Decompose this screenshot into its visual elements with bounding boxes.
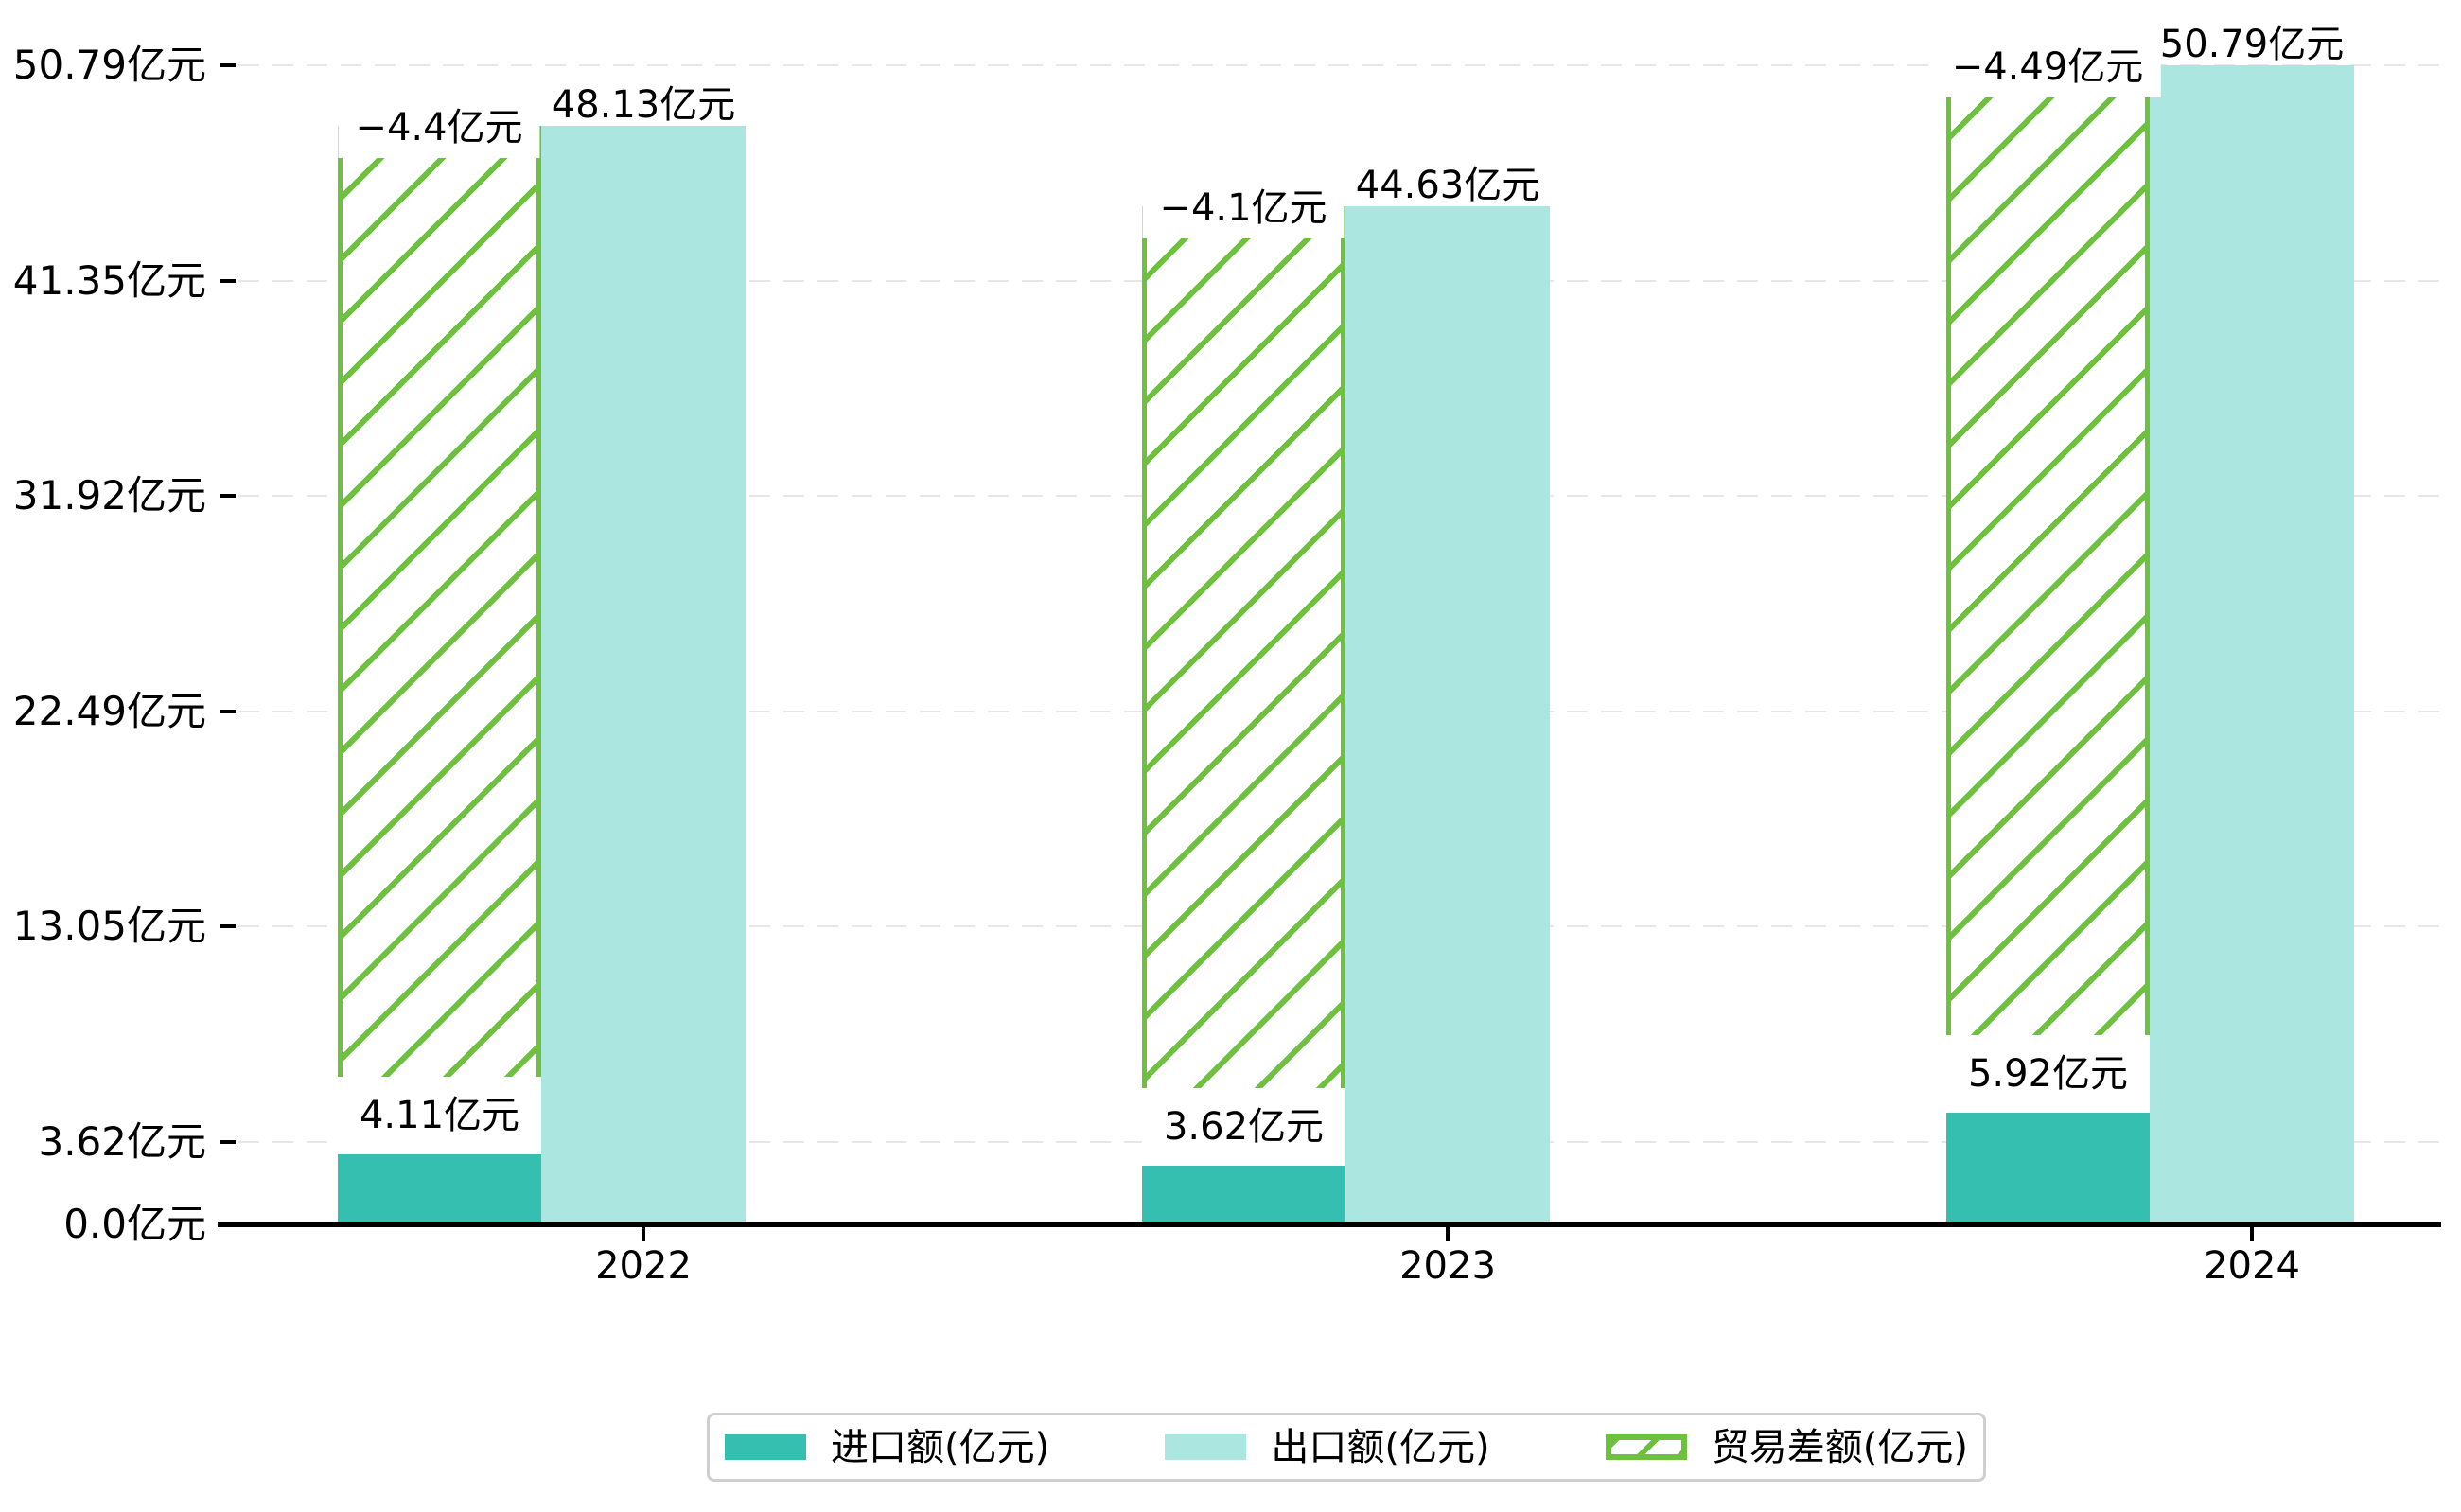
legend-label-trade-balance: 贸易差额(亿元) [1711, 1425, 1968, 1469]
y-axis-tick-label: 22.49亿元 [12, 687, 206, 734]
y-axis-tick-label: 31.92亿元 [12, 472, 206, 519]
x-axis-tick [2250, 1227, 2254, 1241]
x-axis-tick [642, 1227, 645, 1241]
x-axis-category-label: 2024 [2204, 1244, 2300, 1288]
x-axis-line [218, 1222, 2441, 1227]
export-swatch-icon [1165, 1434, 1247, 1460]
legend-label-export: 出口额(亿元) [1271, 1425, 1490, 1469]
legend-label-import: 进口额(亿元) [831, 1425, 1050, 1469]
export-value-label: 44.63亿元 [1355, 163, 1540, 207]
y-axis-tick-label: 41.35亿元 [12, 256, 206, 304]
export-value-label: 50.79亿元 [2159, 22, 2345, 66]
y-axis-tick [220, 62, 236, 67]
trade-balance-bar [1142, 205, 1345, 1142]
import-value-label: 5.92亿元 [1946, 1035, 2150, 1114]
trade-balance-value-label: −4.4亿元 [338, 97, 540, 159]
import-value-label: 3.62亿元 [1142, 1087, 1345, 1166]
y-axis-tick-label: 50.79亿元 [12, 41, 206, 88]
trade-balance-bar [338, 126, 541, 1131]
import-swatch-icon [725, 1434, 806, 1460]
y-axis-tick [220, 924, 236, 929]
y-axis-tick-label: 13.05亿元 [12, 903, 206, 950]
trade-balance-hatch-swatch-icon [1605, 1434, 1687, 1460]
y-axis-tick-label: 0.0亿元 [63, 1201, 206, 1247]
legend-item-import: 进口额(亿元) [725, 1427, 1049, 1468]
x-axis-category-label: 2023 [1399, 1244, 1496, 1288]
y-axis-tick [220, 709, 236, 713]
export-bar [1345, 205, 1550, 1224]
x-axis-category-label: 2022 [595, 1244, 692, 1288]
gridline [238, 63, 2439, 66]
y-axis-tick [220, 278, 236, 283]
legend-item-trade-balance: 贸易差额(亿元) [1605, 1425, 1968, 1469]
legend-item-export: 出口额(亿元) [1165, 1425, 1490, 1469]
legend: 进口额(亿元) 出口额(亿元) 贸易差额(亿元) [707, 1413, 1986, 1482]
trade-balance-value-label: −4.1亿元 [1142, 177, 1345, 238]
y-axis-tick [220, 1139, 236, 1144]
import-value-label: 4.11亿元 [338, 1076, 541, 1154]
export-bar [2150, 64, 2354, 1224]
trade-balance-bar [1946, 64, 2150, 1090]
export-value-label: 48.13亿元 [551, 83, 736, 128]
y-axis-tick [220, 494, 236, 499]
x-axis-tick [1446, 1227, 1450, 1241]
export-bar [541, 126, 746, 1224]
y-axis-tick-label: 3.62亿元 [38, 1117, 206, 1165]
trade-balance-value-label: −4.49亿元 [1934, 36, 2161, 97]
